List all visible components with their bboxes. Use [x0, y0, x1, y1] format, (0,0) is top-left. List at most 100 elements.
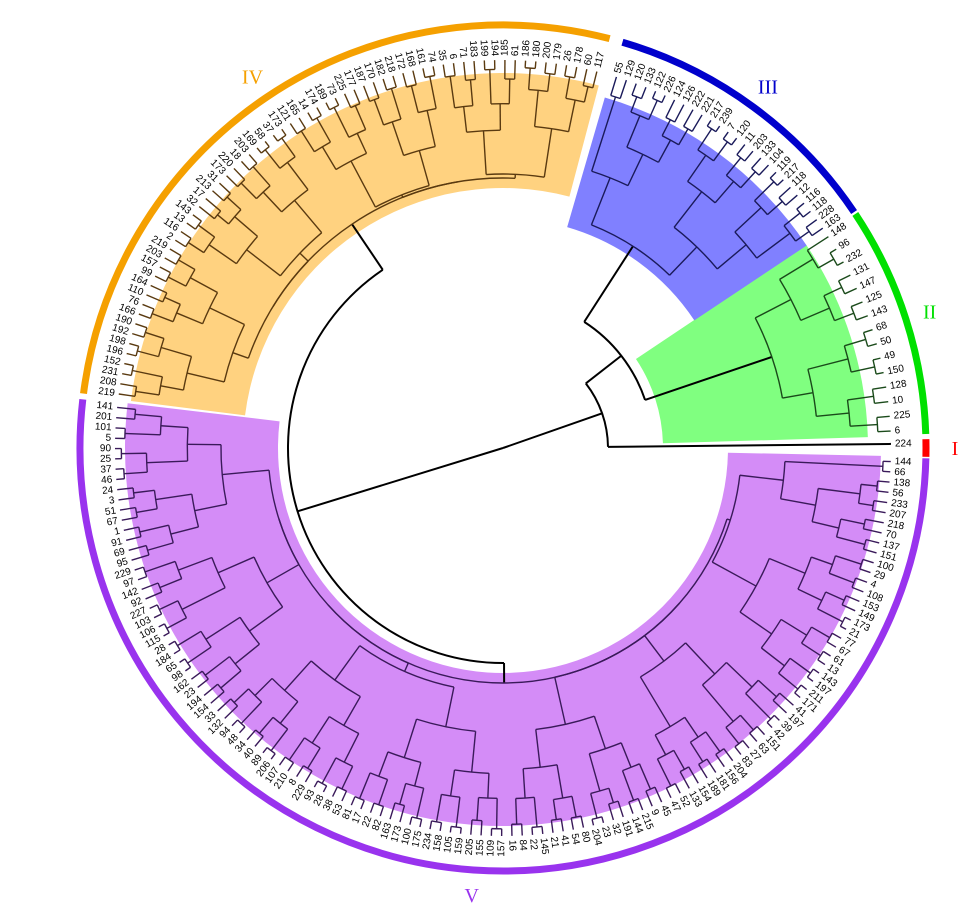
branch: [175, 255, 182, 265]
leaf-label: 67: [106, 516, 119, 529]
branch: [736, 144, 746, 156]
branch: [119, 506, 136, 511]
branch: [591, 224, 671, 276]
leaf-label: 183: [467, 40, 479, 58]
branch: [840, 518, 865, 525]
branch: [850, 423, 878, 427]
branch: [335, 152, 367, 171]
branch: [806, 236, 829, 251]
branch: [254, 735, 264, 747]
branch: [135, 413, 162, 418]
branch: [213, 210, 222, 220]
branch: [217, 698, 232, 712]
branch: [426, 110, 436, 147]
branch: [766, 714, 775, 723]
branch: [627, 154, 644, 186]
branch: [228, 209, 242, 225]
branch: [222, 469, 270, 476]
branch: [132, 332, 145, 338]
leaf-label: 90: [100, 443, 112, 454]
branch: [838, 274, 851, 282]
leaf-label: 26: [562, 49, 575, 62]
branch: [351, 223, 384, 271]
leaf-label: 152: [103, 354, 122, 368]
branch: [173, 649, 181, 655]
branch: [617, 800, 624, 818]
leaf-label: 192: [111, 322, 131, 338]
branch: [754, 298, 792, 319]
branch: [296, 765, 305, 777]
branch: [277, 134, 287, 142]
branch: [872, 509, 886, 514]
branch: [455, 797, 461, 828]
branch: [610, 76, 618, 96]
branch: [567, 99, 576, 132]
branch: [544, 62, 547, 74]
branch: [552, 799, 557, 820]
branch: [651, 90, 657, 99]
clade-background-III: [567, 97, 807, 321]
branch: [248, 162, 258, 171]
branch: [334, 645, 361, 681]
branch: [554, 63, 558, 75]
branch: [454, 769, 489, 774]
branch: [170, 526, 199, 535]
branch: [476, 797, 480, 821]
leaf-label: 163: [379, 821, 395, 841]
branch: [118, 393, 136, 397]
branch: [687, 180, 716, 204]
branch: [872, 386, 887, 390]
group-label-IV: IV: [242, 67, 264, 89]
branch: [431, 820, 442, 824]
branch: [638, 763, 652, 790]
leaf-label: 84: [517, 839, 529, 851]
branch: [262, 191, 283, 213]
branch: [836, 261, 844, 267]
branch: [134, 566, 144, 571]
branch: [679, 771, 690, 789]
leaf-label: 155: [475, 839, 487, 857]
branch: [120, 383, 137, 388]
branch: [123, 526, 139, 531]
branch: [875, 371, 884, 375]
branch: [648, 100, 658, 120]
leaf-label: 128: [889, 378, 908, 392]
branch: [640, 87, 647, 99]
branch: [713, 141, 728, 162]
branch: [689, 741, 704, 763]
branch: [147, 542, 174, 551]
branch: [665, 116, 676, 123]
branch: [343, 696, 361, 726]
branch: [240, 701, 263, 724]
branch: [769, 177, 778, 186]
leaf-label: 28: [153, 642, 169, 657]
branch: [125, 536, 142, 542]
branch: [877, 430, 891, 433]
leaf-label: 55: [612, 61, 626, 75]
branch: [139, 524, 169, 533]
leaf-label: 145: [538, 837, 551, 855]
branch: [231, 719, 239, 727]
branch: [163, 623, 170, 634]
leaf-label: 170: [361, 61, 377, 81]
branch: [266, 747, 276, 755]
branch: [757, 679, 777, 698]
leaf-label: 49: [883, 349, 897, 362]
leaf-label: 54: [569, 833, 582, 846]
branch: [829, 572, 855, 584]
group-label-III: III: [758, 77, 778, 99]
branch: [272, 134, 279, 142]
clade-background-V: [124, 403, 881, 827]
branch: [495, 798, 498, 829]
branch: [862, 539, 867, 550]
branch: [341, 765, 354, 790]
branch: [802, 210, 811, 218]
branch: [449, 76, 456, 108]
branch: [839, 616, 846, 627]
branch: [185, 269, 196, 287]
branch: [571, 815, 582, 819]
leaf-label: 173: [389, 824, 404, 843]
branch: [785, 194, 798, 206]
branch: [543, 128, 553, 178]
leaf-label: 117: [593, 50, 608, 69]
